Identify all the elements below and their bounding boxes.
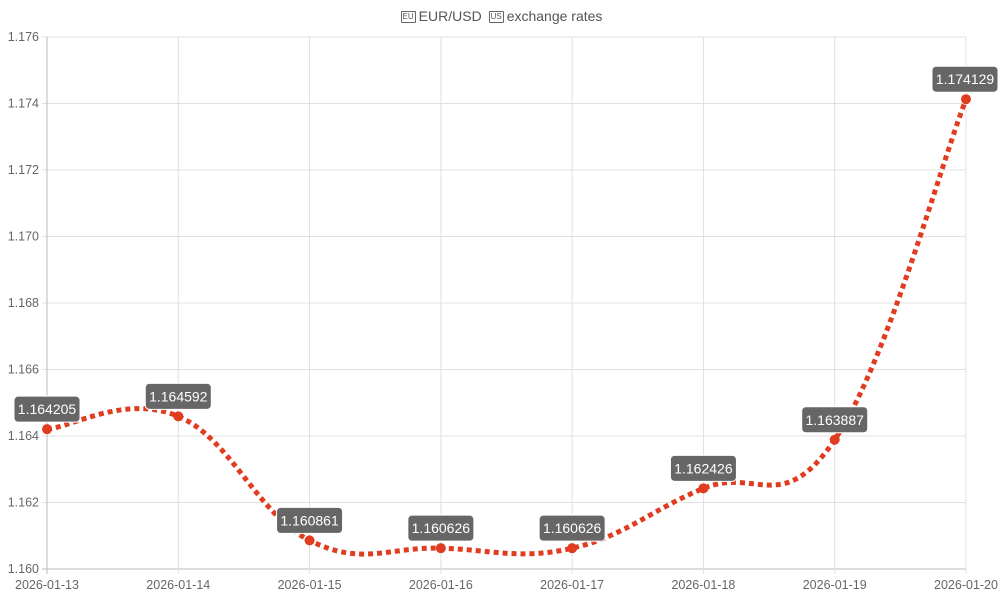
data-point: [304, 535, 315, 546]
data-label: 1.163887: [801, 406, 869, 434]
quote-currency: USD: [452, 8, 482, 24]
data-label-box: [669, 454, 737, 482]
data-point: [435, 543, 446, 554]
y-tick-label: 1.162: [8, 496, 39, 510]
x-tick-label: 2026-01-18: [671, 578, 735, 592]
title-separator: /: [448, 8, 453, 24]
base-currency: EUR: [418, 8, 449, 24]
data-point: [698, 483, 709, 494]
y-tick-label: 1.160: [8, 562, 39, 576]
data-label: 1.160861: [276, 506, 344, 534]
data-label-text: 1.160626: [543, 520, 602, 536]
data-label-text: 1.174129: [936, 71, 995, 87]
data-label: 1.164205: [13, 395, 81, 423]
eu-flag-icon: EU: [400, 11, 416, 23]
data-label-box: [931, 65, 999, 93]
title-suffix: exchange rates: [506, 8, 603, 24]
y-tick-label: 1.174: [8, 97, 39, 111]
y-tick-label: 1.170: [8, 230, 39, 244]
data-label-box: [276, 506, 344, 534]
data-point: [173, 411, 184, 422]
y-tick-label: 1.176: [8, 30, 39, 44]
chart-title: EU EUR/USD US exchange rates: [0, 8, 1000, 24]
y-tick-label: 1.168: [8, 296, 39, 310]
data-label: 1.160626: [407, 514, 475, 542]
data-label-text: 1.164592: [149, 388, 208, 404]
data-label-box: [144, 382, 212, 410]
data-label-text: 1.163887: [806, 412, 865, 428]
data-label-box: [13, 395, 81, 423]
data-label: 1.162426: [669, 454, 737, 482]
data-label-box: [801, 406, 869, 434]
x-tick-label: 2026-01-20: [934, 578, 998, 592]
data-label-text: 1.162426: [674, 460, 733, 476]
x-tick-label: 2026-01-15: [278, 578, 342, 592]
x-tick-label: 2026-01-17: [540, 578, 604, 592]
x-tick-label: 2026-01-19: [803, 578, 867, 592]
x-tick-label: 2026-01-13: [15, 578, 79, 592]
data-label-text: 1.164205: [18, 401, 77, 417]
series-line: [46, 98, 969, 557]
data-point: [961, 94, 971, 105]
data-label: 1.174129: [931, 65, 999, 93]
data-label: 1.164592: [144, 382, 212, 410]
data-label-text: 1.160626: [412, 520, 471, 536]
y-tick-label: 1.172: [8, 163, 39, 177]
data-point: [42, 424, 52, 435]
us-flag-icon: US: [488, 11, 504, 23]
data-label-text: 1.160861: [280, 512, 339, 528]
data-point: [567, 543, 578, 554]
data-label-box: [407, 514, 475, 542]
x-tick-label: 2026-01-16: [409, 578, 473, 592]
x-tick-label: 2026-01-14: [146, 578, 210, 592]
data-point: [829, 434, 840, 445]
y-tick-label: 1.164: [8, 429, 39, 443]
y-tick-label: 1.166: [8, 363, 39, 377]
data-label-box: [538, 514, 606, 542]
data-label: 1.160626: [538, 514, 606, 542]
